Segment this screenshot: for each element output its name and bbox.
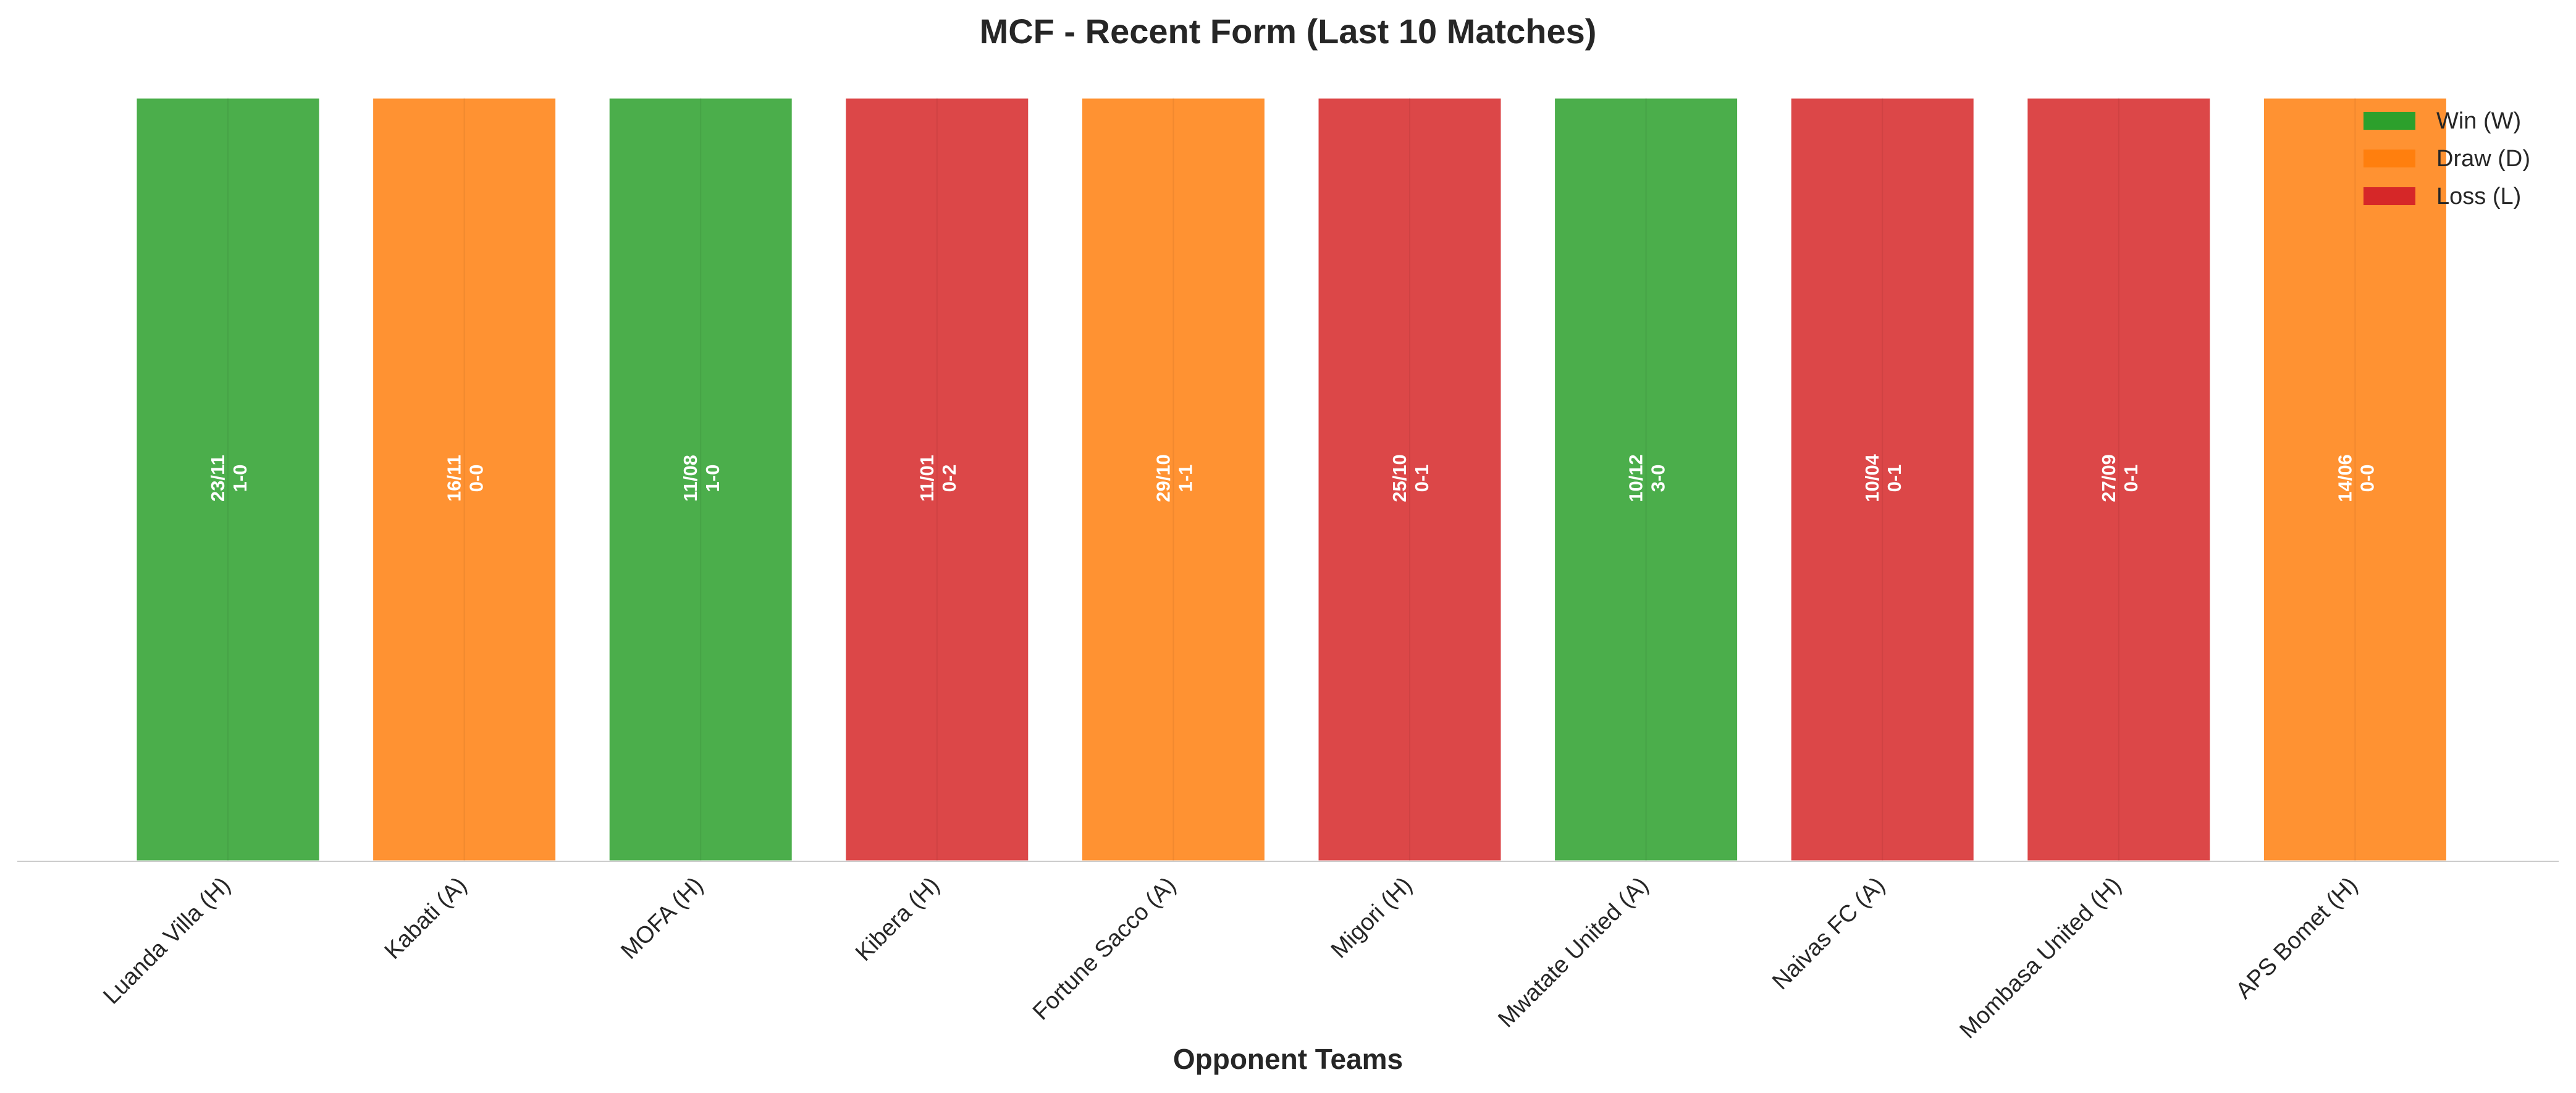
bar-label: 11/010-2 (916, 455, 960, 502)
bar-label-date: 29/10 (1152, 454, 1174, 502)
bar-label-score: 1-0 (702, 465, 723, 492)
bar-label-score: 0-1 (1884, 465, 1905, 492)
bar-label-date: 10/04 (1861, 454, 1883, 502)
legend-swatch (2363, 112, 2415, 130)
bar-label: 10/040-1 (1861, 454, 1905, 502)
bar-label: 16/110-0 (444, 455, 487, 502)
bar-label: 23/111-0 (207, 455, 251, 502)
bar-label-score: 0-1 (1411, 465, 1433, 492)
bar-label: 29/101-1 (1152, 454, 1196, 502)
x-tick-label: Mwatate United (A) (1493, 872, 1654, 1033)
bar-label-score: 1-0 (229, 465, 251, 492)
x-tick-label: Naivas FC (A) (1767, 872, 1890, 995)
bar-label-date: 16/11 (444, 455, 465, 502)
legend-swatch (2363, 187, 2415, 205)
x-tick-label: MOFA (H) (616, 872, 708, 964)
bar-label-score: 0-0 (466, 465, 487, 492)
bar-label: 11/081-0 (680, 455, 723, 502)
bar-label-score: 0-0 (2356, 465, 2378, 492)
bar (2262, 96, 2448, 863)
bar-label-score: 0-2 (938, 465, 960, 492)
legend-label: Loss (L) (2436, 184, 2521, 209)
legend-label: Draw (D) (2436, 146, 2530, 172)
bar-label-score: 0-1 (2120, 465, 2142, 492)
bar (135, 96, 321, 863)
bar-label-date: 27/09 (2098, 454, 2119, 502)
x-tick-label: Fortune Sacco (A) (1028, 872, 1181, 1026)
bar (1316, 96, 1503, 863)
x-tick-label: Mombasa United (H) (1955, 872, 2127, 1044)
x-tick-label: Luanda Villa (H) (98, 872, 235, 1010)
x-axis-title: Opponent Teams (1173, 1043, 1403, 1075)
bar-label-date: 11/01 (916, 455, 938, 502)
x-tick-label: Kibera (H) (851, 872, 945, 966)
bar (844, 96, 1030, 863)
bar-label-date: 14/06 (2334, 454, 2355, 502)
legend-swatch (2363, 150, 2415, 167)
bar-label-score: 3-0 (1648, 465, 1669, 492)
bar-label: 14/060-0 (2334, 454, 2378, 502)
bar (1080, 96, 1266, 863)
bars-layer: 23/111-0 16/110-0 11/081-0 11/010-2 29/101-1… (135, 96, 2448, 863)
bar (607, 96, 794, 863)
bar-label: 27/090-1 (2098, 454, 2142, 502)
x-tick-labels: Luanda Villa (H) Kabati (A) MOFA (H) Kibera… (98, 872, 2362, 1044)
x-tick-label: APS Bomet (H) (2231, 872, 2362, 1004)
legend-label: Win (W) (2436, 108, 2521, 134)
bar-label-date: 10/12 (1625, 454, 1647, 502)
legend: Win (W) Draw (D) Loss (L) (2363, 108, 2530, 209)
chart-title: MCF - Recent Form (Last 10 Matches) (980, 12, 1597, 51)
bar-label: 25/100-1 (1389, 454, 1433, 502)
bar-label: 10/123-0 (1625, 454, 1669, 502)
bar-label-date: 11/08 (680, 455, 701, 502)
x-tick-label: Migori (H) (1326, 872, 1418, 964)
bar-label-date: 25/10 (1389, 454, 1410, 502)
x-tick-label: Kabati (A) (380, 872, 472, 964)
bar-label-score: 1-1 (1174, 465, 1196, 492)
bar (371, 96, 558, 863)
bar (1553, 96, 1740, 863)
bar-label-date: 23/11 (207, 455, 229, 502)
